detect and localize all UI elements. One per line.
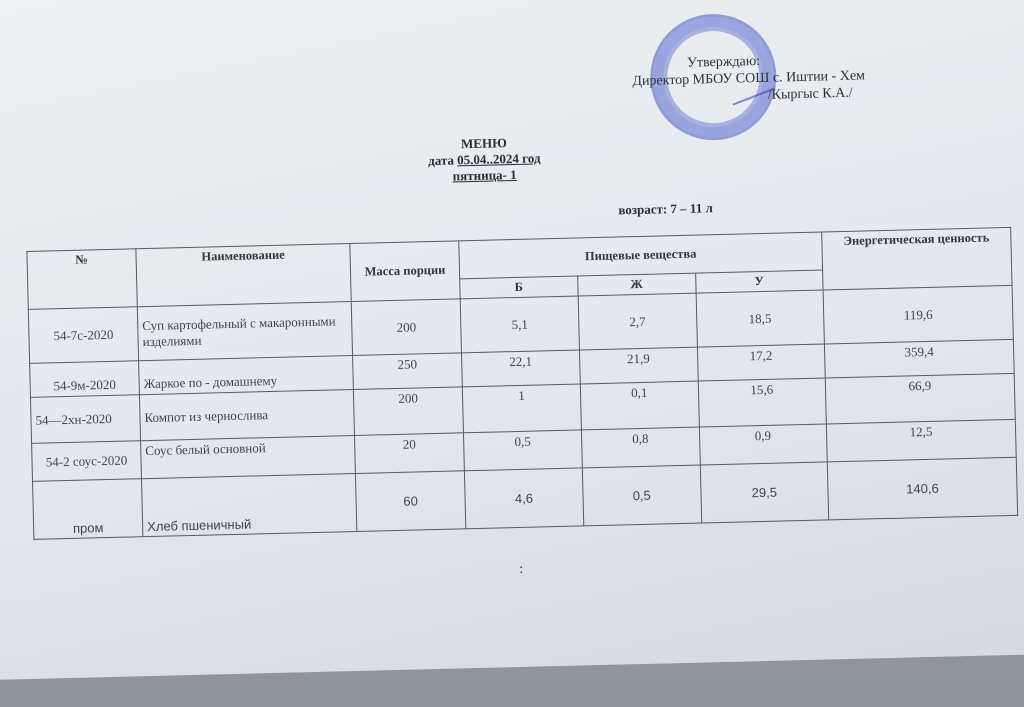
cell-u: 29,5 xyxy=(699,461,829,524)
cell-code: 54-7с-2020 xyxy=(28,306,139,364)
cell-name: Соус белый основной xyxy=(140,435,356,479)
cell-mass: 60 xyxy=(355,470,466,532)
cell-u: 15,6 xyxy=(697,377,827,428)
menu-age: возраст: 7 – 11 л xyxy=(618,200,713,218)
cell-mass: 20 xyxy=(354,432,465,474)
cell-b: 22,1 xyxy=(461,349,581,387)
cell-energy: 119,6 xyxy=(823,285,1014,344)
cell-b: 1 xyxy=(462,383,582,433)
cell-zh: 21,9 xyxy=(579,347,698,384)
cell-name: Компот из чернослива xyxy=(139,389,355,441)
cell-b: 0,5 xyxy=(463,429,583,471)
header-energy: Энергетическая ценность xyxy=(821,227,1013,290)
cell-zh: 2,7 xyxy=(577,293,698,350)
date-prefix: дата xyxy=(427,152,458,169)
cell-code: 54-9м-2020 xyxy=(29,360,140,398)
date-value: 05.04..2024 год xyxy=(456,150,541,168)
cell-name: Суп картофельный с макаронными изделиями xyxy=(137,301,353,361)
cell-energy: 66,9 xyxy=(825,373,1016,424)
header-num: № xyxy=(26,248,138,310)
footer-colon: : xyxy=(519,561,524,577)
cell-energy: 140,6 xyxy=(827,457,1018,520)
cell-u: 17,2 xyxy=(697,343,826,382)
cell-zh: 0,5 xyxy=(582,465,702,526)
cell-name: Хлеб пшеничный xyxy=(141,473,357,537)
cell-name: Жаркое по - домашнему xyxy=(138,355,354,395)
cell-b: 5,1 xyxy=(460,295,580,353)
cell-zh: 0,8 xyxy=(581,427,700,468)
menu-table: № Наименование Масса порции Пищевые веще… xyxy=(26,227,1018,540)
cell-mass: 200 xyxy=(353,386,464,436)
cell-b: 4,6 xyxy=(464,467,584,529)
cell-code: пром xyxy=(32,478,143,540)
cell-energy: 359,4 xyxy=(824,339,1015,378)
header-mass: Масса порции xyxy=(349,240,461,302)
cell-energy: 12,5 xyxy=(826,419,1017,462)
cell-zh: 0,1 xyxy=(580,381,700,430)
cell-code: 54-2 соус-2020 xyxy=(31,440,142,482)
cell-u: 0,9 xyxy=(699,423,828,466)
cell-code: 54—2хн-2020 xyxy=(30,394,141,444)
approval-block: Утверждаю: Директор МБОУ СОШ с. Иштии - … xyxy=(632,50,866,107)
cell-mass: 200 xyxy=(351,298,462,356)
header-name: Наименование xyxy=(135,243,352,307)
cell-u: 18,5 xyxy=(695,289,825,348)
cell-mass: 250 xyxy=(352,352,463,390)
menu-document: Утверждаю: Директор МБОУ СОШ с. Иштии - … xyxy=(0,0,1024,680)
